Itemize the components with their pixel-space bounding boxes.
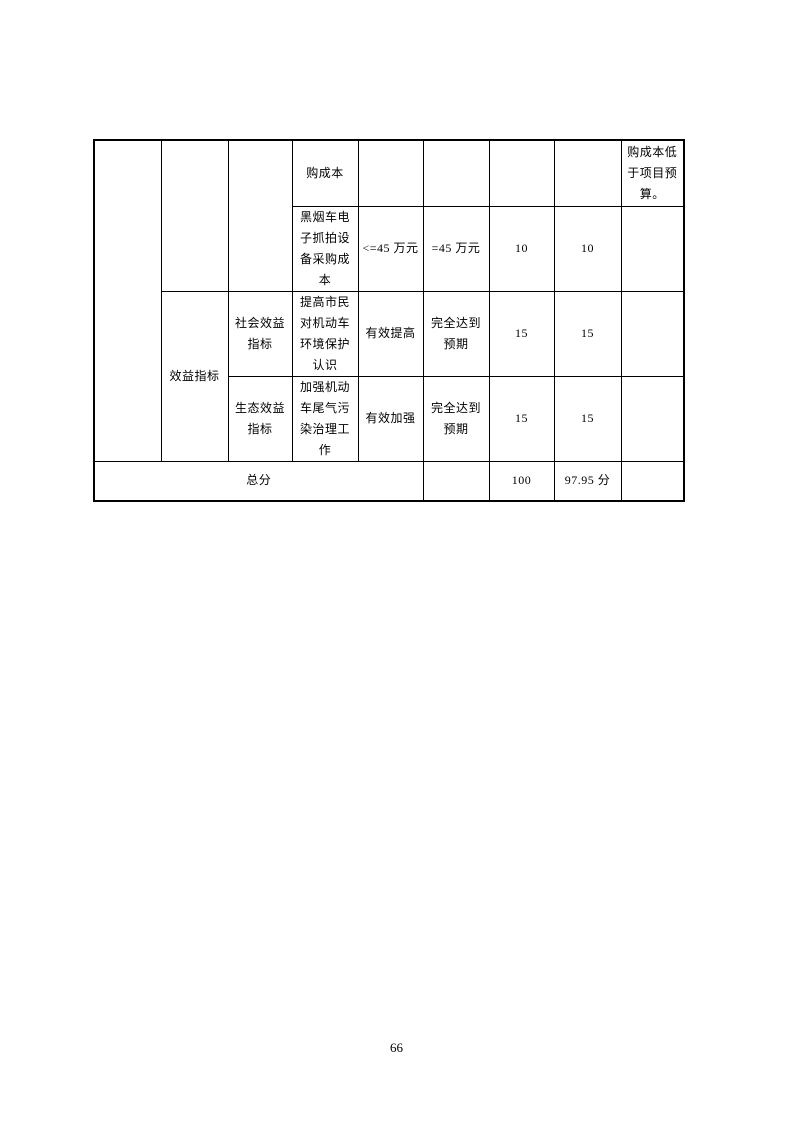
cell-category-l3-eco: 生态效益 指标 — [227, 375, 293, 462]
cell-indicator-continued: 购成本 — [291, 139, 359, 207]
table-row-cost-indicator: 黑烟车电 子抓拍设 备采购成 本 <=45 万元 =45 万元 10 10 — [94, 205, 685, 292]
cell-category-l2-empty — [160, 139, 229, 292]
cell-remark-empty — [620, 290, 685, 377]
cell-points: 15 — [488, 375, 555, 462]
table-row-total: 总分 100 97.95 分 — [93, 460, 685, 502]
table-row-social-benefit: 效益指标 社会效益 指标 提高市民 对机动车 环境保护 认识 有效提高 完全达到… — [94, 290, 685, 462]
cell-score: 10 — [553, 205, 622, 292]
cell-remark-empty — [620, 375, 685, 462]
cell-indicator: 黑烟车电 子抓拍设 备采购成 本 — [291, 205, 359, 292]
cell-actual-empty — [422, 139, 490, 207]
cell-target: <=45 万元 — [357, 205, 424, 292]
cell-target-empty — [357, 139, 424, 207]
cell-score: 15 — [553, 375, 622, 462]
cell-score: 15 — [553, 290, 622, 377]
cell-total-label: 总分 — [93, 460, 424, 502]
cell-indicator: 提高市民 对机动车 环境保护 认识 — [291, 290, 359, 377]
cell-target: 有效加强 — [357, 375, 424, 462]
cell-total-score: 97.95 分 — [553, 460, 622, 502]
cell-category-l3-empty — [227, 139, 293, 292]
table-row-eco-benefit: 生态效益 指标 加强机动 车尾气污 染治理工 作 有效加强 完全达到 预期 15… — [94, 375, 685, 462]
cell-actual: 完全达到 预期 — [422, 290, 490, 377]
cell-category-l3-social: 社会效益 指标 — [227, 290, 293, 377]
cell-remark-empty — [620, 205, 685, 292]
performance-score-table: 购成本 购成本低 于项目预 算。 黑烟车电 子抓拍设 备采购成 本 <=45 万… — [93, 139, 685, 502]
cell-total-remark-empty — [620, 460, 685, 502]
cell-points: 10 — [488, 205, 555, 292]
cell-indicator: 加强机动 车尾气污 染治理工 作 — [291, 375, 359, 462]
cell-target: 有效提高 — [357, 290, 424, 377]
page-number: 66 — [390, 1040, 403, 1055]
table-row-continued: 购成本 购成本低 于项目预 算。 — [93, 139, 685, 462]
cell-category-l2-benefit: 效益指标 — [160, 290, 229, 462]
cell-points: 15 — [488, 290, 555, 377]
cell-points-empty — [488, 139, 555, 207]
cell-total-actual-empty — [422, 460, 490, 502]
cell-category-l1-empty — [93, 139, 162, 462]
cell-remark: 购成本低 于项目预 算。 — [620, 139, 685, 207]
cell-actual: =45 万元 — [422, 205, 490, 292]
cell-total-points: 100 — [488, 460, 555, 502]
cell-actual: 完全达到 预期 — [422, 375, 490, 462]
cell-score-empty — [553, 139, 622, 207]
